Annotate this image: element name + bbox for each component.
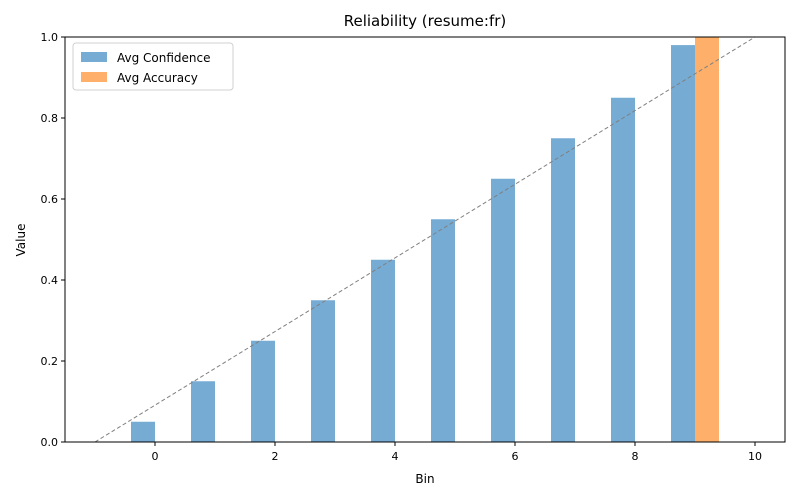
- axes-frame: [64, 36, 786, 443]
- x-tick-label: 10: [748, 450, 762, 463]
- legend-swatch-avg-accuracy: [81, 72, 107, 82]
- y-tick-label: 0.4: [41, 274, 59, 287]
- avg-confidence-bar-2: [251, 340, 275, 442]
- x-axis-label: Bin: [415, 472, 434, 486]
- avg-confidence-bar-0: [131, 421, 155, 442]
- avg-confidence-bar-8: [611, 97, 635, 442]
- avg-confidence-bar-6: [491, 178, 515, 442]
- avg-confidence-bar-5: [431, 219, 455, 442]
- avg-confidence-bar-4: [371, 259, 395, 442]
- y-tick-label: 0.6: [41, 193, 59, 206]
- x-tick-label: 8: [632, 450, 639, 463]
- legend: Avg Confidence Avg Accuracy: [72, 42, 234, 91]
- avg-confidence-bar-9: [671, 45, 695, 442]
- x-tick-label: 6: [512, 450, 519, 463]
- chart-title: Reliability (resume:fr): [344, 12, 507, 30]
- x-tick-label: 0: [152, 450, 159, 463]
- y-tick-label: 1.0: [41, 31, 59, 44]
- plot-area: 0 2 4 6 8 10 0.0 0.2 0.4 0.6 0.8 1.0: [41, 31, 786, 463]
- legend-swatch-avg-confidence: [81, 52, 107, 62]
- legend-label-avg-accuracy: Avg Accuracy: [117, 71, 198, 85]
- avg-confidence-bar-7: [551, 138, 575, 442]
- avg-accuracy-bar-9: [695, 37, 719, 442]
- x-tick-label: 4: [392, 450, 399, 463]
- legend-label-avg-confidence: Avg Confidence: [117, 51, 211, 65]
- avg-confidence-bar-3: [311, 300, 335, 442]
- y-tick-label: 0.2: [41, 355, 59, 368]
- legend-box: [72, 42, 234, 91]
- y-axis-label: Value: [14, 224, 28, 257]
- avg-confidence-bar-1: [191, 381, 215, 442]
- y-tick-label: 0.0: [41, 436, 59, 449]
- x-tick-label: 2: [272, 450, 279, 463]
- reference-diagonal-line: [94, 36, 756, 443]
- y-tick-label: 0.8: [41, 112, 59, 125]
